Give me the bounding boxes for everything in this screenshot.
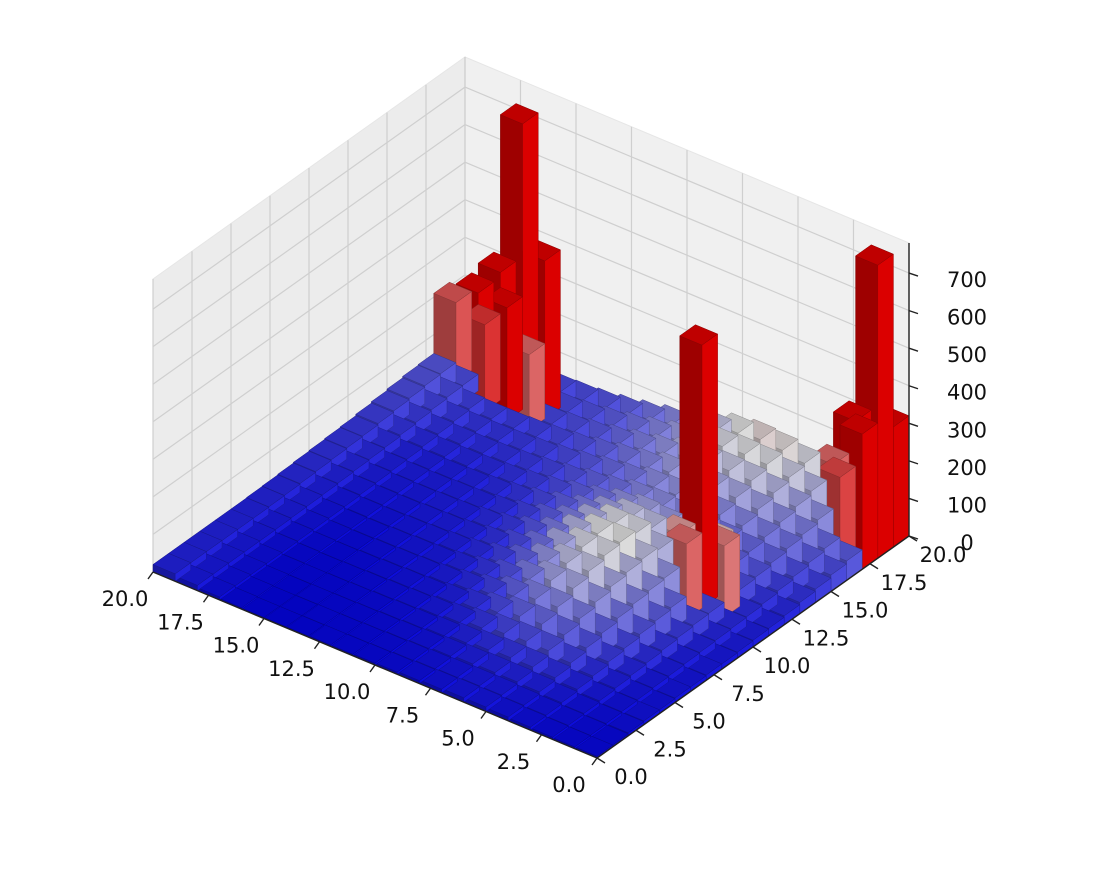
bar-face-side (528, 343, 546, 431)
z-tick-label: 0 (960, 531, 973, 555)
x-tick-label: 5.0 (441, 727, 474, 751)
bar-face-top (817, 456, 857, 478)
bar-face-top (679, 324, 719, 346)
z-tick-mark (908, 422, 919, 427)
z-tick-label: 600 (947, 306, 987, 330)
bar-face-top (663, 523, 703, 545)
x-tick-label: 17.5 (157, 610, 204, 634)
x-tick-label: 20.0 (102, 587, 149, 611)
y-tick-label: 2.5 (653, 737, 686, 761)
z-tick-mark (908, 497, 919, 503)
bar-face-top (386, 377, 426, 399)
y-tick-label: 15.0 (842, 599, 889, 623)
bar-face-top (277, 462, 317, 484)
z-tick-mark (908, 460, 919, 465)
bar-face-top (292, 450, 332, 472)
z-tick-mark (908, 347, 919, 352)
grid-line-z (152, 86, 910, 310)
x-tick-mark (535, 734, 543, 743)
grid-line-z (152, 199, 910, 423)
y-tick-mark (674, 701, 684, 709)
bar-face-top (402, 365, 441, 386)
z-tick-label: 500 (947, 343, 987, 367)
bar-face-side (723, 534, 741, 618)
y-tick-label: 12.5 (803, 626, 850, 650)
x-tick-label: 7.5 (386, 703, 419, 727)
x-tick-mark (591, 757, 598, 766)
bar-group (152, 103, 910, 759)
y-tick-label: 10.0 (764, 654, 811, 678)
x-tick-label: 2.5 (497, 750, 530, 774)
y-tick-label: 5.0 (692, 710, 725, 734)
x-tick-mark (424, 687, 432, 696)
x-tick-label: 15.0 (213, 634, 260, 658)
bar-face-side (861, 422, 879, 570)
y-tick-label: 7.5 (731, 682, 764, 706)
x-tick-mark (480, 711, 487, 719)
y-tick-mark (713, 674, 723, 681)
z-tick-label: 200 (947, 456, 987, 480)
bar-face-side (893, 415, 910, 548)
bar-face-top (261, 474, 301, 496)
bar-face-top (477, 251, 517, 273)
y-tick-mark (752, 646, 762, 653)
z-tick-label: 400 (947, 381, 987, 405)
x-tick-label: 0.0 (552, 773, 585, 797)
grid-line-z (152, 161, 910, 385)
bar-face-top (839, 413, 879, 435)
bar-face-top (308, 439, 348, 461)
bar-face-top (855, 244, 894, 266)
y-tick-mark (791, 618, 801, 625)
z-tick-label: 700 (947, 268, 987, 292)
bar-face-top (324, 427, 363, 449)
y-tick-mark (596, 757, 606, 764)
y-tick-mark (869, 563, 879, 570)
bar-face-top (355, 402, 395, 424)
bar-face-side (484, 313, 501, 412)
z-tick-mark (908, 535, 919, 540)
x-tick-mark (313, 641, 321, 650)
bar-face-side (544, 249, 561, 420)
bar-face-top (433, 281, 473, 303)
bar-face-side (877, 253, 894, 559)
x-tick-mark (258, 618, 265, 626)
bar-face-top (370, 390, 410, 412)
grid-line-z (152, 274, 910, 498)
bar-face-side (506, 296, 523, 421)
x-tick-mark (147, 571, 154, 580)
tick-labels: 0.02.55.07.510.012.515.017.520.00.02.55.… (102, 268, 987, 797)
y-tick-label: 17.5 (881, 571, 928, 595)
bar-face-top (455, 272, 495, 294)
x-tick-label: 12.5 (268, 657, 315, 681)
bar-face-top (246, 486, 285, 508)
bar-3d (152, 553, 192, 582)
z-tick-label: 300 (947, 418, 987, 442)
z-tick-mark (908, 385, 919, 390)
bar-face-top (152, 553, 192, 575)
x-tick-mark (369, 664, 376, 673)
bar-face-side (701, 333, 718, 609)
bar-face-top (499, 103, 539, 125)
grid-line-z (152, 123, 910, 348)
y-tick-label: 20.0 (920, 543, 967, 567)
z-tick-label: 100 (947, 493, 987, 517)
bar-face-top (339, 415, 379, 437)
z-tick-mark (908, 272, 919, 277)
x-tick-label: 10.0 (324, 680, 371, 704)
x-tick-mark (202, 594, 210, 603)
bar-face-top (417, 353, 457, 375)
y-tick-mark (830, 590, 840, 598)
y-tick-mark (635, 729, 645, 736)
grid-line-z (152, 236, 910, 460)
y-tick-label: 0.0 (614, 765, 647, 789)
z-tick-mark (908, 309, 919, 315)
